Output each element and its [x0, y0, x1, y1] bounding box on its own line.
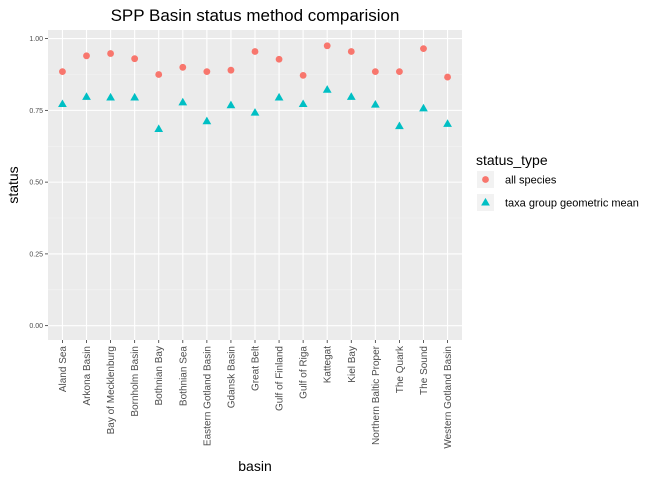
- point-taxa-group-geometric-mean: [370, 100, 380, 108]
- legend-title: status_type: [476, 152, 548, 168]
- point-all-species: [299, 71, 307, 79]
- point-all-species: [323, 42, 331, 50]
- y-axis: 0.00 0.25 0.50 0.75 1.00: [29, 36, 48, 330]
- point-all-species: [59, 68, 66, 76]
- point-taxa-group-geometric-mean: [274, 92, 284, 101]
- point-taxa-group-geometric-mean: [443, 119, 452, 127]
- point-all-species: [371, 68, 379, 76]
- point-taxa-group-geometric-mean: [202, 116, 212, 125]
- y-tick-label: 1.00: [29, 36, 43, 43]
- point-all-species: [275, 55, 283, 63]
- x-tick-label: Bothnian Sea: [178, 346, 189, 406]
- x-tick-label: The Sound: [419, 346, 430, 395]
- point-all-species: [179, 63, 187, 71]
- point-taxa-group-geometric-mean: [298, 99, 308, 108]
- x-tick-label: Kattegat: [323, 346, 334, 383]
- point-taxa-group-geometric-mean: [322, 85, 332, 93]
- point-taxa-group-geometric-mean: [395, 121, 404, 130]
- x-tick-label: Eastern Gotland Basin: [202, 346, 213, 446]
- point-taxa-group-geometric-mean: [130, 92, 140, 101]
- legend-label: all species: [505, 175, 557, 187]
- y-tick-label: 0.50: [29, 180, 43, 187]
- y-tick-label: 0.25: [29, 251, 43, 258]
- point-all-species: [131, 55, 139, 63]
- x-tick-label: The Quark: [395, 345, 406, 393]
- point-all-species: [107, 50, 114, 57]
- point-all-species: [155, 71, 163, 78]
- point-taxa-group-geometric-mean: [419, 103, 428, 112]
- y-axis-title: status: [5, 166, 21, 203]
- point-all-species: [396, 68, 403, 76]
- point-all-species: [347, 48, 355, 55]
- point-all-species: [83, 52, 90, 60]
- x-tick-label: Gulf of Finland: [275, 346, 286, 411]
- point-all-species: [227, 66, 235, 74]
- x-tick-label: Bay of Mecklenburg: [106, 346, 117, 434]
- point-taxa-group-geometric-mean: [58, 99, 67, 108]
- data-points: [58, 42, 452, 133]
- point-taxa-group-geometric-mean: [106, 92, 115, 101]
- x-tick-label: Great Belt: [251, 346, 262, 391]
- point-taxa-group-geometric-mean: [250, 108, 260, 116]
- point-taxa-group-geometric-mean: [226, 100, 236, 109]
- x-tick-label: Arkona Basin: [82, 346, 93, 405]
- x-tick-label: Gdansk Basin: [226, 346, 237, 408]
- point-taxa-group-geometric-mean: [82, 92, 91, 100]
- point-taxa-group-geometric-mean: [154, 124, 164, 133]
- x-tick-label: Kiel Bay: [347, 346, 358, 383]
- legend: status_type all species taxa group geomet…: [476, 152, 639, 211]
- gridlines: [48, 30, 462, 340]
- x-tick-label: Aland Sea: [58, 346, 69, 393]
- point-all-species: [420, 45, 427, 53]
- legend-circle-marker: [482, 176, 489, 183]
- x-axis-title: basin: [238, 458, 271, 474]
- point-all-species: [203, 68, 211, 76]
- x-tick-label: Western Gotland Basin: [443, 346, 454, 449]
- point-taxa-group-geometric-mean: [346, 92, 356, 100]
- y-tick-label: 0.00: [29, 323, 43, 330]
- x-tick-label: Bornholm Basin: [130, 346, 141, 417]
- chart-title: SPP Basin status method comparision: [111, 6, 400, 25]
- x-tick-label: Northern Baltic Proper: [371, 345, 382, 445]
- point-taxa-group-geometric-mean: [178, 97, 188, 106]
- x-tick-label: Bothnian Bay: [154, 346, 165, 406]
- point-all-species: [251, 48, 259, 55]
- y-tick-label: 0.75: [29, 108, 43, 115]
- legend-label: taxa group geometric mean: [505, 198, 639, 210]
- x-tick-label: Gulf of Riga: [299, 346, 310, 399]
- x-axis: Aland Sea Arkona Basin Bay of Mecklenburg B…: [58, 340, 454, 449]
- point-all-species: [444, 73, 451, 81]
- legend-triangle-marker: [481, 197, 490, 206]
